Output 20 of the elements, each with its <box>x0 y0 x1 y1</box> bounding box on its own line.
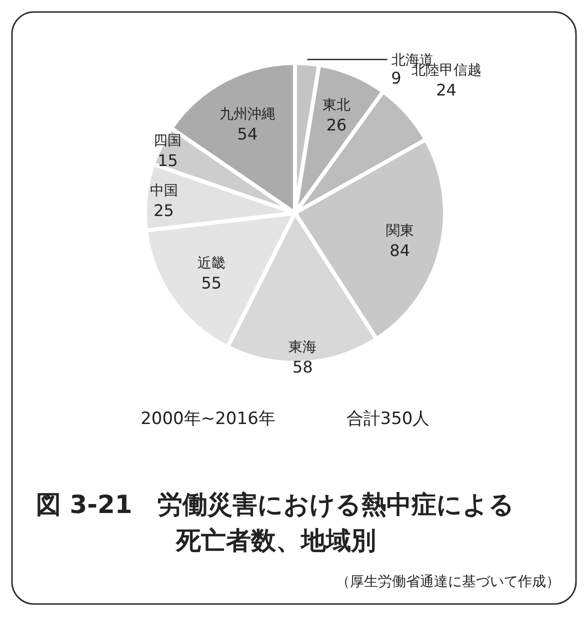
slice-label: 中国 <box>150 182 178 199</box>
slice-label: 東北 <box>322 97 351 114</box>
slice-label: 近畿 <box>197 255 226 272</box>
text: （厚生労働省通達に基づいて作成） <box>336 574 560 590</box>
text: 2000年~2016年 <box>140 409 276 429</box>
text: 合計350人 <box>346 409 430 429</box>
data-label: 24 <box>436 80 456 100</box>
data-label: 58 <box>292 357 313 376</box>
text: 図 3-21 労働災害における熱中症による死亡者数、地域別 <box>36 490 514 555</box>
data-label: 84 <box>390 240 410 260</box>
slice-label: 九州沖縄 <box>219 106 276 123</box>
slice-label: 四国 <box>154 132 182 149</box>
data-label: 55 <box>201 273 222 292</box>
data-label: 26 <box>326 115 347 134</box>
slice-label: 関東 <box>386 222 414 239</box>
data-label: 15 <box>158 150 178 170</box>
slice-label: 東海 <box>288 339 317 356</box>
data-label: 54 <box>237 124 258 144</box>
data-label: 9 <box>391 68 402 88</box>
data-label: 25 <box>154 200 174 220</box>
